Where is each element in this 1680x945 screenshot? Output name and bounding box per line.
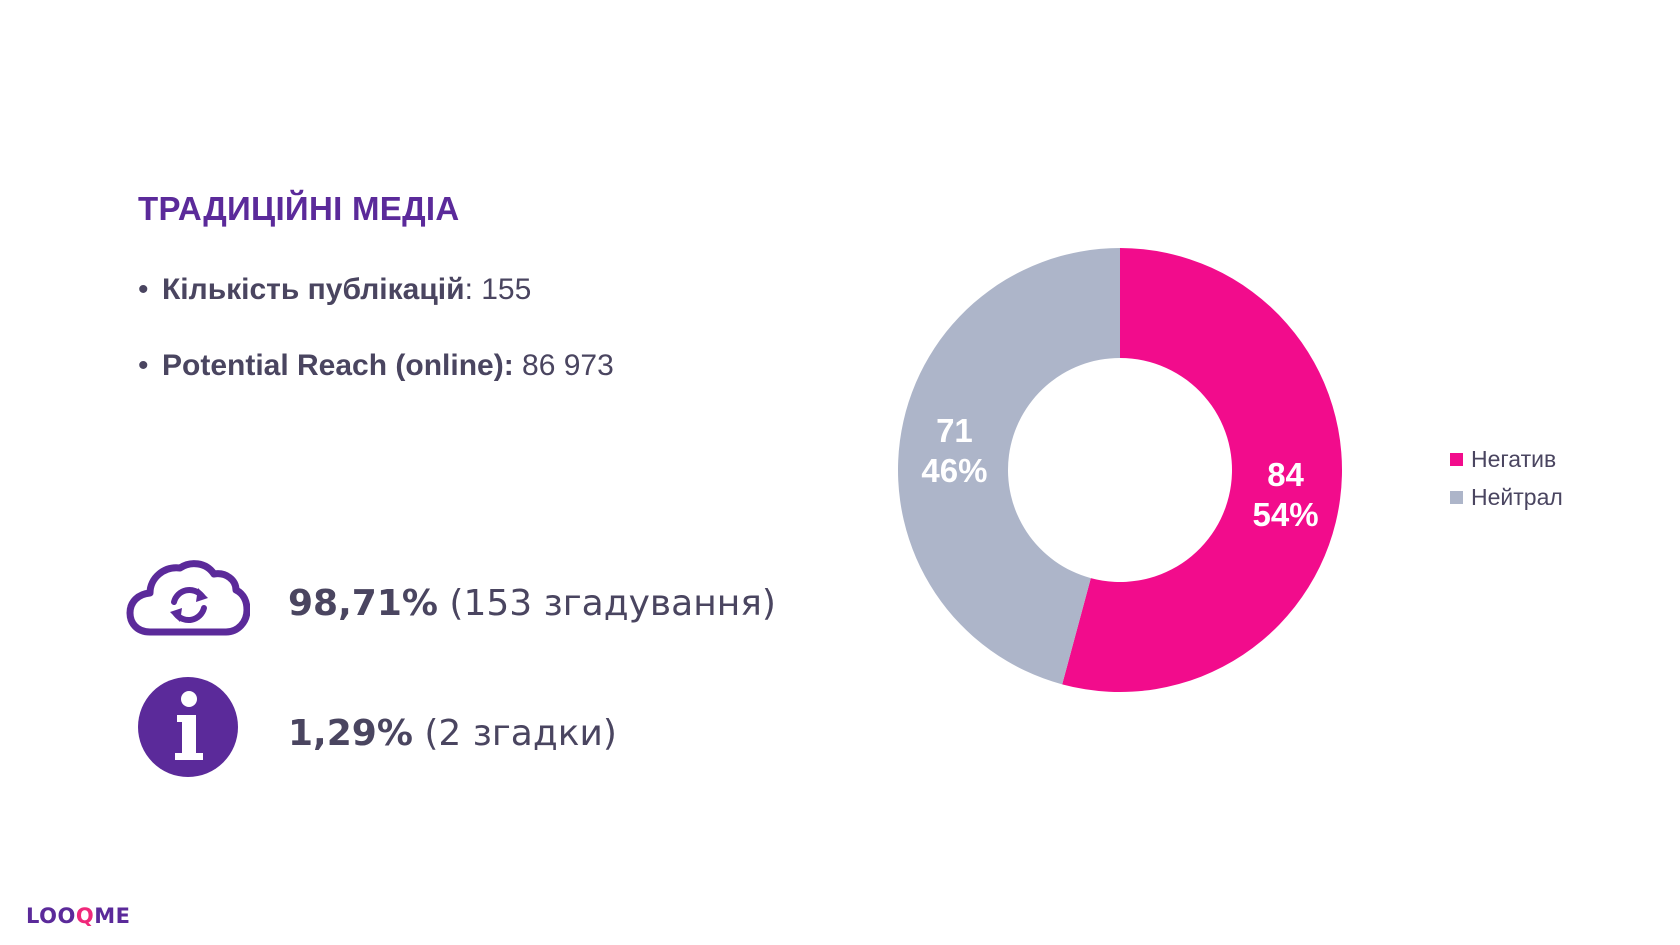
stat-detail: (153 згадування) [437, 583, 776, 624]
logo-text: LOO [26, 904, 76, 928]
stat-detail: (2 згадки) [412, 713, 617, 754]
legend-swatch [1450, 452, 1463, 466]
legend-swatch [1450, 490, 1463, 504]
looqme-logo: LOOQME [26, 904, 130, 928]
slice-value-label: 84 [1267, 456, 1304, 493]
stat-mentions-main: 98,71% (153 згадування) [288, 583, 776, 624]
stat-percent: 98,71% [288, 583, 438, 624]
slice-percent-label: 54% [1253, 496, 1319, 533]
section-title: ТРАДИЦІЙНІ МЕДІА [138, 190, 460, 227]
stat-percent: 1,29% [288, 713, 413, 754]
logo-text: ME [94, 904, 131, 928]
bullet-dot: • [138, 273, 149, 306]
bullet-label: Potential Reach (online): [162, 349, 514, 382]
bullet-publications: • Кількість публікацій: 155 [138, 273, 531, 307]
cloud-sync-icon [126, 560, 250, 636]
bullet-value: 155 [472, 273, 532, 306]
slice-percent-label: 46% [921, 452, 987, 489]
bullet-separator: : [464, 273, 473, 306]
logo-q: Q [75, 904, 95, 928]
bullet-value: 86 973 [513, 349, 614, 382]
legend-label: Негатив [1471, 445, 1557, 472]
slice-value-label: 71 [936, 412, 973, 449]
info-icon [138, 677, 238, 777]
legend-label: Нейтрал [1471, 483, 1563, 510]
donut-slice-1 [897, 248, 1120, 685]
stat-mentions-other: 1,29% (2 згадки) [288, 713, 617, 754]
bullet-reach: • Potential Reach (online): 86 973 [138, 349, 614, 383]
legend-item-negative: Негатив [1450, 440, 1563, 478]
donut-slice-0 [1062, 248, 1342, 692]
chart-legend: Негатив Нейтрал [1450, 440, 1563, 516]
bullet-dot: • [138, 349, 149, 382]
legend-item-neutral: Нейтрал [1450, 478, 1563, 516]
bullet-label: Кількість публікацій [162, 273, 465, 306]
